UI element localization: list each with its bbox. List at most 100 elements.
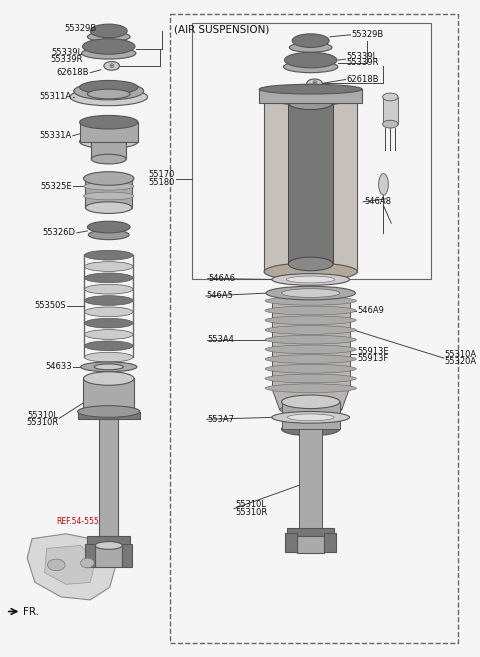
Ellipse shape	[289, 43, 332, 53]
Ellipse shape	[94, 364, 123, 370]
Text: 55310A: 55310A	[444, 350, 477, 359]
Text: 55310L: 55310L	[235, 500, 266, 509]
Text: 55180: 55180	[148, 178, 175, 187]
Text: 55326D: 55326D	[43, 229, 76, 237]
Ellipse shape	[91, 154, 126, 164]
Ellipse shape	[84, 250, 133, 260]
Text: (AIR SUSPENSION): (AIR SUSPENSION)	[174, 24, 269, 34]
Bar	[122, 543, 132, 567]
Ellipse shape	[265, 345, 356, 353]
Text: ⊕: ⊕	[108, 63, 115, 69]
Ellipse shape	[81, 558, 94, 568]
Text: 553A7: 553A7	[208, 415, 235, 424]
Ellipse shape	[80, 116, 138, 129]
Text: 55329B: 55329B	[351, 30, 384, 39]
Bar	[259, 89, 362, 102]
Ellipse shape	[84, 318, 133, 328]
Text: 55339L: 55339L	[51, 48, 83, 57]
Ellipse shape	[282, 395, 340, 409]
Text: ⊕: ⊕	[312, 80, 317, 86]
Text: 55329B: 55329B	[65, 24, 97, 34]
Bar	[84, 378, 134, 411]
Ellipse shape	[265, 326, 356, 334]
Text: 546A6: 546A6	[209, 274, 236, 283]
Ellipse shape	[84, 273, 133, 283]
Text: 54633: 54633	[45, 363, 72, 371]
Ellipse shape	[84, 171, 134, 185]
Text: 546A5: 546A5	[207, 292, 234, 300]
Text: REF.54-555: REF.54-555	[56, 517, 99, 526]
Bar	[288, 102, 333, 264]
Bar	[192, 23, 431, 279]
Bar	[299, 429, 323, 528]
Bar	[272, 301, 349, 388]
Ellipse shape	[70, 88, 147, 106]
Polygon shape	[27, 534, 117, 600]
Text: 546A9: 546A9	[357, 306, 384, 315]
Ellipse shape	[104, 62, 120, 70]
Bar	[80, 122, 138, 142]
Ellipse shape	[81, 362, 137, 372]
Ellipse shape	[265, 355, 356, 363]
Ellipse shape	[85, 202, 132, 214]
Bar	[324, 533, 336, 553]
Text: 546A8: 546A8	[364, 197, 391, 206]
Ellipse shape	[48, 559, 65, 571]
Ellipse shape	[383, 93, 398, 101]
Ellipse shape	[83, 39, 135, 55]
Ellipse shape	[284, 61, 338, 73]
Text: 55310R: 55310R	[235, 508, 267, 517]
Ellipse shape	[264, 263, 357, 281]
Ellipse shape	[87, 89, 130, 99]
Ellipse shape	[265, 365, 356, 373]
Bar	[286, 533, 297, 553]
Ellipse shape	[383, 120, 398, 128]
Bar	[78, 411, 140, 419]
Ellipse shape	[288, 257, 333, 271]
Bar	[297, 535, 324, 553]
Ellipse shape	[265, 316, 356, 325]
Polygon shape	[45, 545, 95, 584]
Ellipse shape	[272, 274, 349, 285]
Text: 55320A: 55320A	[444, 357, 477, 367]
Text: 55310R: 55310R	[26, 418, 58, 426]
Ellipse shape	[272, 411, 349, 423]
Text: 55311A: 55311A	[40, 93, 72, 101]
Ellipse shape	[84, 405, 134, 419]
Text: 55339R: 55339R	[50, 55, 83, 64]
Ellipse shape	[95, 541, 122, 549]
Ellipse shape	[84, 261, 133, 271]
Ellipse shape	[288, 96, 333, 110]
Ellipse shape	[282, 422, 340, 436]
Ellipse shape	[80, 80, 138, 94]
Bar	[87, 535, 130, 545]
Bar	[170, 14, 458, 643]
Text: 62618B: 62618B	[57, 68, 89, 77]
Bar	[85, 543, 95, 567]
Ellipse shape	[265, 374, 356, 383]
Ellipse shape	[84, 192, 134, 200]
Text: 55913F: 55913F	[357, 353, 388, 363]
Bar	[282, 402, 340, 429]
Text: 55350S: 55350S	[35, 301, 66, 310]
Polygon shape	[272, 388, 349, 409]
Ellipse shape	[264, 84, 357, 106]
Ellipse shape	[265, 384, 356, 393]
Text: 55325E: 55325E	[40, 182, 72, 191]
Ellipse shape	[285, 53, 337, 68]
Ellipse shape	[84, 372, 134, 385]
Bar	[264, 95, 357, 272]
Ellipse shape	[74, 82, 144, 100]
Ellipse shape	[90, 24, 127, 37]
Bar	[288, 528, 334, 535]
Ellipse shape	[84, 352, 133, 362]
Text: 55331A: 55331A	[39, 131, 72, 141]
Ellipse shape	[84, 183, 134, 190]
Ellipse shape	[265, 296, 356, 306]
Ellipse shape	[379, 173, 388, 195]
Bar	[383, 97, 398, 124]
Ellipse shape	[265, 306, 356, 315]
Ellipse shape	[307, 79, 323, 88]
Ellipse shape	[292, 34, 329, 47]
Bar	[95, 545, 122, 567]
